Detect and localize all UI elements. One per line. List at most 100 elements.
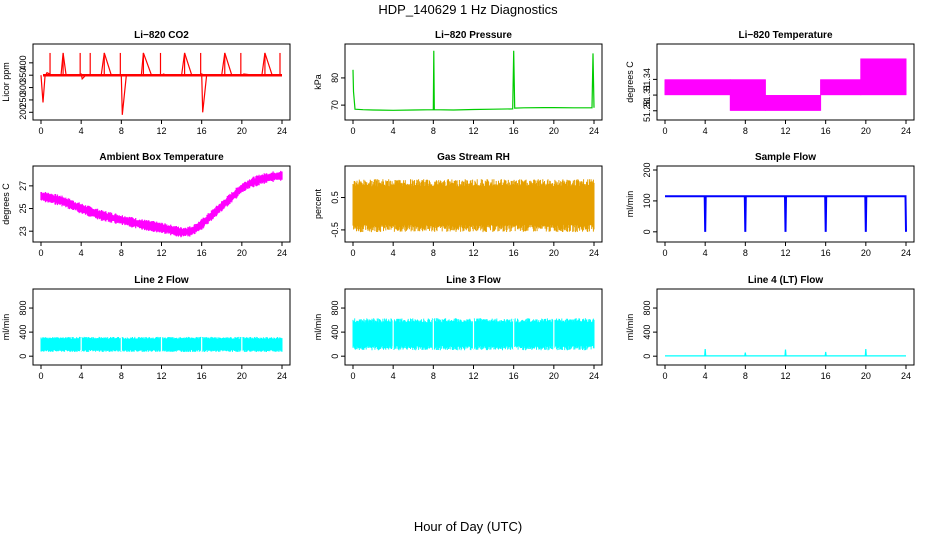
x-tick-label: 24 [589, 371, 599, 381]
y-tick-label: 200 [18, 105, 28, 120]
y-tick-label: 800 [18, 301, 28, 316]
figure-title: HDP_140629 1 Hz Diagnostics [378, 2, 558, 17]
y-tick-label: 800 [330, 301, 340, 316]
x-tick-label: 4 [391, 371, 396, 381]
plot-area [665, 195, 907, 232]
y-axis-label: ml/min [625, 314, 635, 341]
y-tick-label: 0 [642, 229, 652, 234]
y-tick-label: 300 [18, 80, 28, 95]
x-tick-label: 8 [431, 248, 436, 258]
x-tick-label: 0 [38, 248, 43, 258]
x-tick-label: 24 [277, 248, 287, 258]
panel-sample-flow: Sample Flow 0 4 8 12 16 20 24 0 100 200 ml/min [625, 152, 915, 258]
plot-area [40, 336, 283, 352]
x-tick-label: 20 [549, 248, 559, 258]
x-tick-label: 16 [821, 248, 831, 258]
panel-title: Li−820 Temperature [738, 30, 832, 41]
y-tick-label: 25 [18, 204, 28, 214]
x-tick-label: 24 [901, 126, 911, 136]
y-tick-label: 27 [18, 181, 28, 191]
panel-title: Gas Stream RH [437, 152, 510, 163]
series-line [665, 348, 906, 357]
x-tick-label: 16 [509, 371, 519, 381]
series-band [352, 179, 595, 233]
plot-area [352, 318, 595, 351]
x-tick-label: 12 [468, 126, 478, 136]
x-tick-label: 24 [277, 126, 287, 136]
x-tick-label: 4 [79, 371, 84, 381]
x-tick-label: 0 [662, 371, 667, 381]
x-tick-label: 0 [350, 371, 355, 381]
x-tick-label: 8 [119, 126, 124, 136]
series-line [352, 50, 595, 111]
y-tick-label: 400 [330, 325, 340, 340]
y-tick-label: 80 [330, 73, 340, 83]
x-tick-label: 0 [662, 248, 667, 258]
x-tick-label: 0 [38, 371, 43, 381]
plot-area [665, 348, 906, 357]
y-tick-label: 23 [18, 226, 28, 236]
plot-area [664, 58, 907, 111]
x-tick-label: 16 [197, 126, 207, 136]
y-tick-label: 400 [18, 55, 28, 70]
x-tick-label: 20 [237, 248, 247, 258]
x-tick-label: 12 [780, 126, 790, 136]
x-tick-label: 20 [861, 371, 871, 381]
series-segment-lines [860, 58, 907, 96]
x-tick-label: 8 [119, 248, 124, 258]
y-tick-label: 400 [642, 325, 652, 340]
x-tick-label: 16 [821, 371, 831, 381]
x-tick-label: 8 [743, 371, 748, 381]
panel-title: Ambient Box Temperature [99, 152, 224, 163]
x-tick-label: 8 [743, 248, 748, 258]
y-tick-label: 250 [18, 92, 28, 107]
x-tick-label: 8 [431, 371, 436, 381]
y-tick-label: -0.5 [330, 222, 340, 238]
panel-title: Sample Flow [755, 152, 816, 163]
x-tick-label: 4 [703, 371, 708, 381]
x-tick-label: 0 [350, 126, 355, 136]
x-tick-label: 20 [861, 126, 871, 136]
x-tick-label: 20 [549, 126, 559, 136]
y-axis-label: kPa [313, 74, 323, 90]
panel-pressure: Li−820 Pressure 0 4 8 12 16 20 24 70 80 kPa [313, 30, 603, 136]
x-tick-label: 4 [391, 248, 396, 258]
x-tick-label: 8 [431, 126, 436, 136]
y-axis-label: ml/min [1, 314, 11, 341]
y-tick-label: 100 [642, 193, 652, 208]
panel-licor-temp: Li−820 Temperature 0 4 8 12 16 20 24 51.2851.315… [625, 30, 915, 136]
x-tick-label: 16 [509, 126, 519, 136]
x-tick-label: 24 [589, 248, 599, 258]
panel-rh: Gas Stream RH 0 4 8 12 16 20 24 -0.5 0.5 percent [313, 152, 603, 258]
series-segment-lines [764, 95, 822, 111]
x-tick-label: 12 [780, 248, 790, 258]
x-tick-label: 24 [277, 371, 287, 381]
y-tick-label: 200 [642, 162, 652, 177]
plot-frame [32, 288, 291, 366]
figure-xlabel: Hour of Day (UTC) [414, 519, 522, 534]
y-axis-label: ml/min [625, 191, 635, 218]
panel-title: Li−820 CO2 [134, 30, 189, 41]
x-tick-label: 16 [821, 126, 831, 136]
x-tick-label: 0 [350, 248, 355, 258]
y-axis-label: ml/min [313, 314, 323, 341]
plot-frame [32, 43, 291, 121]
series-segment-lines [729, 79, 766, 111]
y-axis-label: degrees C [1, 183, 11, 225]
panel-line4-flow: Line 4 (LT) Flow 0 4 8 12 16 20 24 0 400 800 ml/min [625, 275, 915, 381]
x-tick-label: 24 [901, 248, 911, 258]
y-axis-label: degrees C [625, 61, 635, 103]
y-axis-label: percent [313, 188, 323, 219]
x-tick-label: 20 [237, 126, 247, 136]
x-tick-label: 4 [79, 126, 84, 136]
x-tick-label: 4 [391, 126, 396, 136]
x-tick-label: 16 [197, 371, 207, 381]
panel-title: Li−820 Pressure [435, 30, 512, 41]
x-tick-label: 4 [703, 126, 708, 136]
x-tick-label: 24 [901, 371, 911, 381]
x-tick-label: 12 [468, 248, 478, 258]
y-axis-label: Licor ppm [1, 62, 11, 102]
